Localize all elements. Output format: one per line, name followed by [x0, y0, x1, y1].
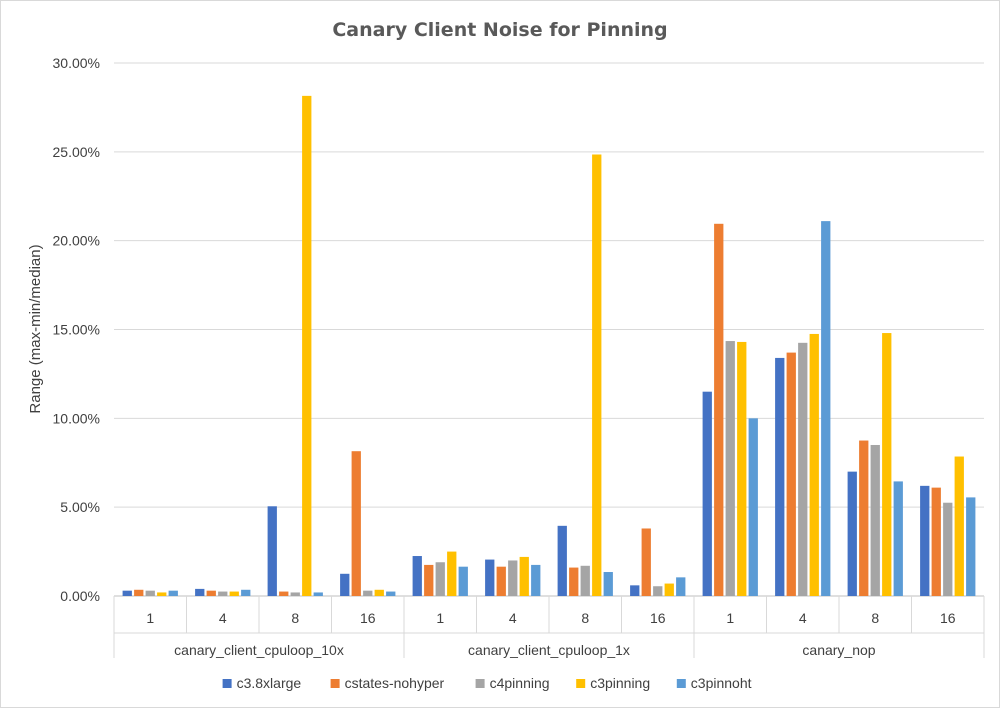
bar-c3.8xlarge-canary_client_cpuloop_1x-16 [630, 585, 640, 596]
legend-swatch [475, 679, 485, 688]
legend-label: c3pinning [590, 675, 650, 691]
bar-c4pinning-canary_nop-8 [870, 444, 880, 596]
bar-c3.8xlarge-canary_client_cpuloop_10x-1 [122, 590, 132, 596]
bars [122, 95, 976, 596]
bar-cstates-nohyper-canary_nop-1 [714, 223, 724, 596]
x-tick-label: 4 [509, 610, 517, 626]
bar-c3.8xlarge-canary_client_cpuloop_1x-1 [412, 556, 422, 596]
bar-c3pinnoht-canary_nop-1 [748, 418, 758, 596]
bar-c3pinning-canary_client_cpuloop_1x-1 [447, 551, 457, 596]
y-tick-label: 10.00% [53, 410, 100, 426]
bar-c4pinning-canary_client_cpuloop_1x-8 [580, 565, 590, 596]
chart-title: Canary Client Noise for Pinning [332, 19, 667, 41]
bar-c3pinning-canary_client_cpuloop_10x-1 [157, 592, 167, 596]
y-axis-label: Range (max-min/median) [27, 244, 44, 413]
y-tick-label: 30.00% [53, 55, 100, 71]
x-tick-label: 8 [871, 610, 879, 626]
x-axis: canary_client_cpuloop_10x canary_client_c… [113, 596, 985, 658]
y-axis-ticks: 0.00% 5.00% 10.00% 15.00% 20.00% 25.00% 30.00% [53, 55, 100, 604]
bar-c4pinning-canary_client_cpuloop_10x-8 [290, 592, 300, 596]
legend-swatch [330, 679, 340, 688]
legend-swatch [576, 679, 586, 688]
bar-cstates-nohyper-canary_client_cpuloop_10x-16 [351, 451, 361, 596]
y-tick-label: 5.00% [60, 499, 100, 515]
bar-c4pinning-canary_nop-1 [725, 341, 735, 596]
bar-c3pinning-canary_client_cpuloop_10x-8 [302, 95, 312, 596]
bar-c3pinning-canary_client_cpuloop_1x-8 [592, 154, 602, 596]
bar-c3.8xlarge-canary_client_cpuloop_10x-4 [195, 588, 205, 596]
bar-c3.8xlarge-canary_nop-4 [775, 357, 785, 596]
bar-c3pinning-canary_nop-1 [737, 341, 747, 596]
y-tick-label: 15.00% [53, 322, 100, 338]
bar-c3pinnoht-canary_client_cpuloop_10x-4 [241, 589, 251, 596]
bar-c3pinnoht-canary_nop-4 [821, 221, 831, 596]
legend-label: cstates-nohyper [345, 675, 445, 691]
bar-cstates-nohyper-canary_client_cpuloop_10x-4 [206, 590, 216, 596]
x-group-label: canary_nop [802, 642, 875, 658]
y-tick-label: 0.00% [60, 588, 100, 604]
bar-c4pinning-canary_client_cpuloop_10x-16 [363, 590, 373, 596]
bar-cstates-nohyper-canary_client_cpuloop_1x-8 [569, 567, 579, 596]
bar-cstates-nohyper-canary_client_cpuloop_1x-1 [424, 564, 434, 596]
x-tick-label: 16 [650, 610, 666, 626]
legend-label: c4pinning [490, 675, 550, 691]
bar-c3.8xlarge-canary_client_cpuloop_10x-16 [340, 573, 350, 596]
bar-cstates-nohyper-canary_nop-4 [786, 352, 796, 596]
bar-c4pinning-canary_client_cpuloop_1x-4 [508, 560, 518, 596]
bar-c3.8xlarge-canary_nop-8 [847, 471, 857, 596]
x-tick-label: 8 [581, 610, 589, 626]
bar-cstates-nohyper-canary_nop-8 [859, 440, 869, 596]
bar-c3pinning-canary_client_cpuloop_10x-16 [374, 589, 384, 596]
legend: c3.8xlarge cstates-nohyper c4pinning c3pinn… [222, 675, 752, 691]
bar-c4pinning-canary_nop-4 [798, 342, 808, 596]
bar-c3pinnoht-canary_client_cpuloop_1x-4 [531, 564, 541, 596]
x-tick-label: 4 [219, 610, 227, 626]
y-tick-label: 20.00% [53, 233, 100, 249]
bar-c3pinnoht-canary_nop-16 [966, 497, 976, 596]
bar-cstates-nohyper-canary_nop-16 [931, 487, 941, 596]
bar-c3pinnoht-canary_client_cpuloop_1x-16 [676, 577, 686, 596]
x-tick-label: 4 [799, 610, 807, 626]
bar-c3pinnoht-canary_client_cpuloop_10x-16 [386, 591, 396, 596]
bar-c3pinning-canary_client_cpuloop_1x-4 [519, 556, 529, 596]
x-tick-label: 1 [146, 610, 154, 626]
x-group-label: canary_client_cpuloop_10x [174, 642, 344, 658]
bar-c3pinning-canary_nop-16 [954, 456, 964, 596]
bar-cstates-nohyper-canary_client_cpuloop_1x-16 [641, 528, 651, 596]
bar-cstates-nohyper-canary_client_cpuloop_1x-4 [496, 566, 506, 596]
bar-c4pinning-canary_client_cpuloop_1x-16 [653, 586, 663, 596]
x-tick-label: 1 [436, 610, 444, 626]
bar-c4pinning-canary_nop-16 [943, 502, 953, 596]
x-tick-label: 16 [360, 610, 376, 626]
legend-label: c3.8xlarge [237, 675, 302, 691]
bar-c4pinning-canary_client_cpuloop_1x-1 [435, 562, 445, 596]
bar-c3.8xlarge-canary_client_cpuloop_1x-4 [485, 559, 495, 596]
y-tick-label: 25.00% [53, 144, 100, 160]
legend-label: c3pinnoht [691, 675, 752, 691]
bar-c3pinning-canary_nop-4 [809, 333, 819, 596]
bar-cstates-nohyper-canary_client_cpuloop_10x-1 [134, 589, 144, 596]
bar-c3pinning-canary_nop-8 [882, 333, 892, 596]
bar-c3pinnoht-canary_client_cpuloop_10x-8 [313, 592, 323, 596]
bar-c3pinnoht-canary_client_cpuloop_1x-8 [603, 572, 613, 596]
x-tick-label: 8 [291, 610, 299, 626]
bar-c3.8xlarge-canary_client_cpuloop_1x-8 [557, 525, 567, 596]
bar-c3.8xlarge-canary_nop-16 [920, 485, 930, 596]
bar-c3.8xlarge-canary_client_cpuloop_10x-8 [267, 506, 277, 596]
bar-c3pinnoht-canary_client_cpuloop_1x-1 [458, 566, 468, 596]
bar-c3pinnoht-canary_nop-8 [893, 481, 903, 596]
bar-c3pinning-canary_client_cpuloop_10x-4 [229, 591, 239, 596]
bar-c3pinnoht-canary_client_cpuloop_10x-1 [168, 590, 178, 596]
bar-c3pinning-canary_client_cpuloop_1x-16 [664, 583, 674, 596]
legend-swatch [676, 679, 686, 688]
x-tick-label: 16 [940, 610, 956, 626]
bar-c4pinning-canary_client_cpuloop_10x-1 [145, 590, 155, 596]
x-tick-label: 1 [726, 610, 734, 626]
x-group-label: canary_client_cpuloop_1x [468, 642, 630, 658]
bar-cstates-nohyper-canary_client_cpuloop_10x-8 [279, 591, 289, 596]
legend-swatch [222, 679, 232, 688]
bar-c4pinning-canary_client_cpuloop_10x-4 [218, 591, 228, 596]
bar-c3.8xlarge-canary_nop-1 [702, 391, 712, 596]
